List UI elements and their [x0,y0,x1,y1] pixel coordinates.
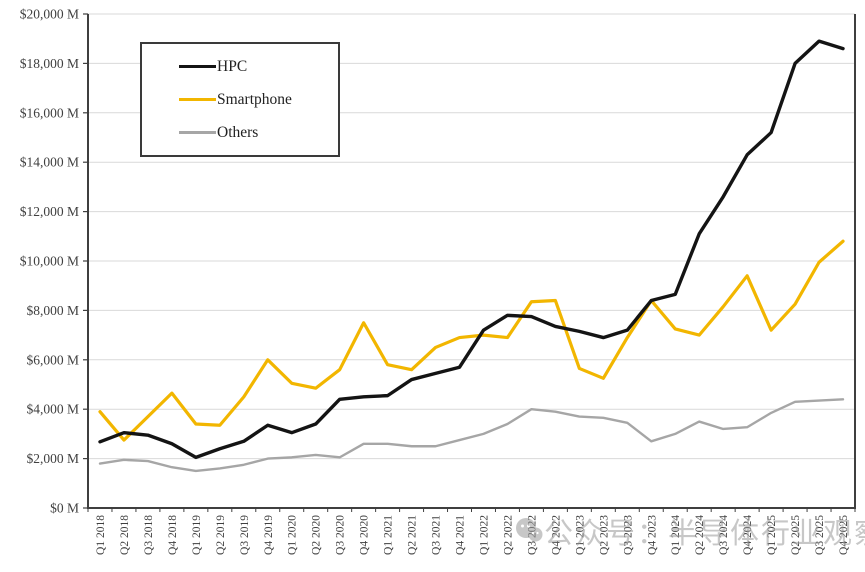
legend-item-others: Others [179,125,338,141]
svg-text:Q4 2023: Q4 2023 [646,515,658,555]
svg-text:Q1 2022: Q1 2022 [478,515,490,555]
svg-text:Q2 2023: Q2 2023 [598,515,610,555]
legend-label-hpc: HPC [217,57,248,75]
svg-text:Q3 2024: Q3 2024 [718,515,730,555]
svg-text:$16,000 M: $16,000 M [20,105,79,120]
svg-text:Q2 2024: Q2 2024 [694,515,706,555]
svg-text:$2,000 M: $2,000 M [26,451,79,466]
svg-text:Q3 2019: Q3 2019 [239,515,251,555]
svg-text:Q3 2018: Q3 2018 [143,515,155,555]
svg-text:Q1 2023: Q1 2023 [574,515,586,555]
svg-text:$12,000 M: $12,000 M [20,204,79,219]
svg-text:$8,000 M: $8,000 M [26,303,79,318]
svg-text:Q1 2018: Q1 2018 [95,515,107,555]
legend-item-hpc: HPC [179,59,338,75]
svg-text:Q1 2025: Q1 2025 [766,515,778,555]
svg-text:$18,000 M: $18,000 M [20,56,79,71]
svg-text:Q2 2022: Q2 2022 [502,515,514,555]
legend-item-smartphone: Smartphone [179,92,338,108]
svg-text:Q4 2018: Q4 2018 [167,515,179,555]
svg-text:Q2 2018: Q2 2018 [119,515,131,555]
svg-text:Q1 2020: Q1 2020 [287,515,299,555]
svg-text:Q1 2021: Q1 2021 [383,515,395,555]
svg-text:$4,000 M: $4,000 M [26,402,79,417]
svg-text:Q2 2021: Q2 2021 [407,515,419,555]
svg-text:$6,000 M: $6,000 M [26,352,79,367]
legend-label-others: Others [217,123,259,141]
svg-text:$10,000 M: $10,000 M [20,254,79,269]
legend-label-smartphone: Smartphone [217,90,292,108]
svg-text:$14,000 M: $14,000 M [20,155,79,170]
svg-text:Q1 2024: Q1 2024 [670,515,682,555]
svg-text:Q3 2020: Q3 2020 [335,515,347,555]
legend: HPC Smartphone Others [140,42,340,157]
svg-text:Q4 2024: Q4 2024 [742,515,754,555]
svg-text:$0 M: $0 M [50,501,79,516]
legend-line-sample-smartphone [179,97,216,102]
svg-text:Q2 2025: Q2 2025 [790,515,802,555]
svg-text:Q4 2019: Q4 2019 [263,515,275,555]
svg-text:Q4 2021: Q4 2021 [455,515,467,555]
legend-line-sample-others [179,131,216,134]
svg-text:Q4 2025: Q4 2025 [838,515,850,555]
svg-text:Q4 2020: Q4 2020 [359,515,371,555]
svg-text:Q2 2019: Q2 2019 [215,515,227,555]
legend-line-sample-hpc [179,64,216,69]
svg-text:$20,000 M: $20,000 M [20,7,79,22]
svg-text:Q2 2020: Q2 2020 [311,515,323,555]
svg-text:Q3 2022: Q3 2022 [526,515,538,555]
svg-text:Q4 2022: Q4 2022 [550,515,562,555]
svg-text:Q3 2025: Q3 2025 [814,515,826,555]
svg-text:Q3 2023: Q3 2023 [622,515,634,555]
svg-text:Q1 2019: Q1 2019 [191,515,203,555]
svg-text:Q3 2021: Q3 2021 [431,515,443,555]
